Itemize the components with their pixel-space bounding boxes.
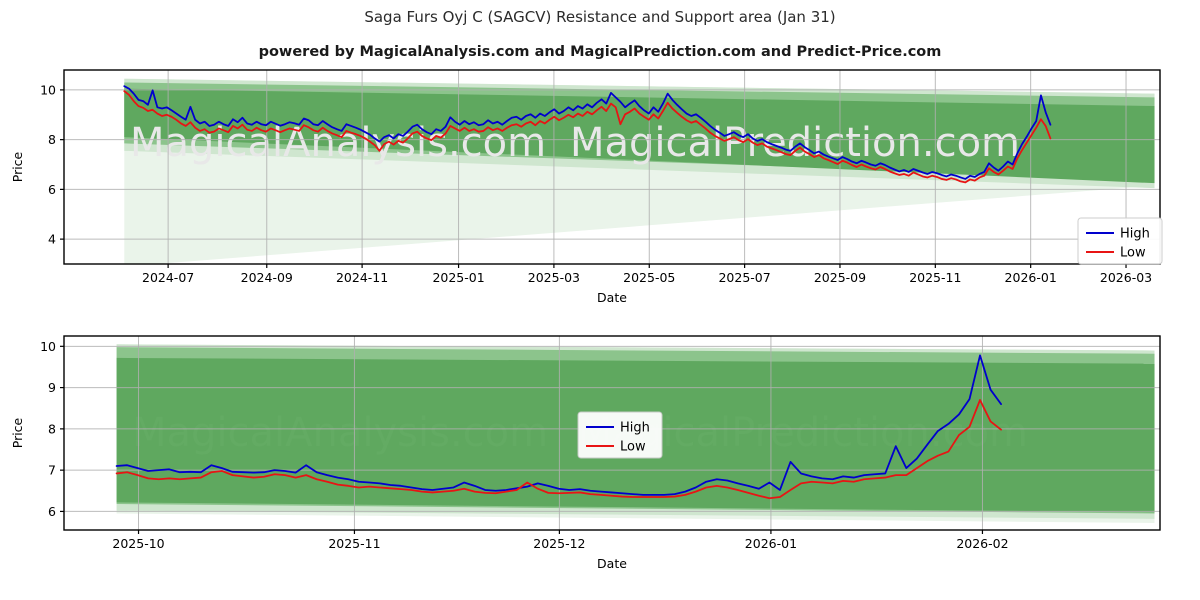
y-tick-label: 6 (48, 504, 56, 519)
legend-entry-low: Low (1120, 246, 1146, 261)
x-tick-label: 2025-12 (533, 536, 585, 551)
x-axis-label: Date (597, 556, 627, 571)
data-series (123, 85, 1052, 184)
legend[interactable]: High Low (577, 411, 663, 459)
series-line-low (123, 90, 1052, 184)
y-axis-label: Price (10, 151, 25, 182)
band-core-band (124, 88, 1155, 184)
x-tick-label: 2025-05 (623, 270, 675, 285)
x-axis-label: Date (597, 290, 627, 305)
grid-lines (64, 336, 1160, 530)
y-tick-label: 4 (48, 232, 56, 247)
y-tick-label: 8 (48, 132, 56, 147)
x-axis: 2025-10 2025-11 2025-12 2026-01 2026-02 (112, 530, 1009, 551)
plot-frame (63, 69, 1161, 265)
data-series (115, 354, 1002, 500)
x-tick-label: 2024-11 (336, 270, 388, 285)
watermark: MagicalAnalysis.com (130, 120, 546, 166)
page-subtitle: powered by MagicalAnalysis.com and Magic… (258, 44, 942, 60)
x-tick-label: 2025-09 (814, 270, 866, 285)
y-tick-label: 7 (48, 463, 56, 478)
support-resistance-bands (124, 78, 1155, 264)
watermark: MagicalPrediction.com (570, 258, 1020, 304)
x-tick-label: 2025-07 (718, 270, 770, 285)
x-tick-label: 2025-01 (432, 270, 484, 285)
x-tick-label: 2025-11 (328, 536, 380, 551)
y-tick-label: 10 (40, 82, 56, 97)
bottom-chart: MagicalAnalysis.com MagicalPrediction.com… (0, 328, 1200, 590)
x-tick-label: 2025-11 (909, 270, 961, 285)
x-tick-label: 2026-02 (956, 536, 1008, 551)
series-line-low (115, 399, 1002, 500)
y-axis: 4 6 8 10 (40, 82, 64, 247)
y-tick-label: 8 (48, 421, 56, 436)
watermark: MagicalAnalysis.com (132, 410, 548, 456)
top-chart: MagicalAnalysis.com MagicalPrediction.com… (0, 62, 1200, 324)
series-line-high (123, 85, 1052, 180)
series-line-high (115, 354, 1002, 496)
grid-lines (64, 70, 1160, 264)
y-tick-label: 10 (40, 339, 56, 354)
page-title: Saga Furs Oyj C (SAGCV) Resistance and S… (364, 8, 836, 26)
x-tick-label: 2025-10 (112, 536, 164, 551)
y-axis: 6 7 8 9 10 (40, 339, 64, 519)
x-tick-label: 2025-03 (528, 270, 580, 285)
x-tick-label: 2024-07 (142, 270, 194, 285)
y-axis-label: Price (10, 417, 25, 448)
legend-entry-high: High (620, 421, 650, 436)
watermark: MagicalPrediction.com (570, 120, 1020, 166)
plot-frame (63, 335, 1161, 531)
x-tick-label: 2026-03 (1100, 270, 1152, 285)
watermark: MagicalAnalysis.com (130, 258, 546, 304)
x-tick-label: 2026-01 (1005, 270, 1057, 285)
y-tick-label: 6 (48, 182, 56, 197)
x-tick-label: 2024-09 (241, 270, 293, 285)
y-tick-label: 9 (48, 380, 56, 395)
legend[interactable]: High Low (1077, 217, 1163, 265)
x-axis: 2024-07 2024-09 2024-11 2025-01 2025-03 2025-… (142, 264, 1152, 285)
legend-entry-high: High (1120, 227, 1150, 242)
x-tick-label: 2026-01 (745, 536, 797, 551)
legend-entry-low: Low (620, 440, 646, 455)
